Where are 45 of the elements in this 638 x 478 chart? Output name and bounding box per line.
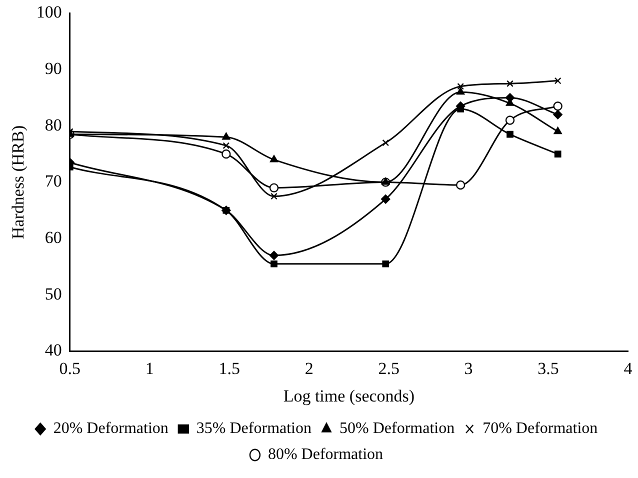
point [505,93,515,102]
x-tick-label: 1.5 [218,358,240,378]
y-tick-label: 70 [44,172,62,191]
point [506,80,514,88]
x-tick-label: 3.5 [538,358,559,378]
x-tick-label: 3 [464,358,473,378]
point [222,149,231,159]
point [553,102,562,111]
y-tick-label: 50 [44,284,62,304]
y-tick-label: 90 [44,59,62,78]
y-tick-label: 40 [44,340,62,360]
point [222,142,230,150]
point [506,130,514,138]
point [554,77,562,84]
point [222,132,230,140]
legend-label: 70% Deformation [482,420,598,438]
x-tick-label: 1 [145,358,154,378]
point [381,194,390,204]
x-tick-label: 0.5 [59,358,81,378]
legend-label: 20% Deformation [53,420,168,438]
point [382,139,390,146]
y-tick-label: 100 [36,2,62,22]
point [456,87,465,95]
point [554,126,562,134]
point [270,192,278,200]
x-tick-label: 2 [304,358,314,378]
y-axis-title: Hardness (HRB) [8,125,28,240]
point [553,110,562,120]
point [270,260,278,268]
point [457,83,464,90]
point [456,180,466,190]
point [269,250,279,260]
point [382,260,390,268]
y-tick-label: 60 [44,228,62,247]
legend-label: 80% Deformation [268,446,384,464]
legend-label: 35% Deformation [196,420,312,438]
y-tick-label: 80 [44,115,62,134]
point [554,150,562,158]
point [505,116,515,125]
point [269,183,279,192]
point [270,155,278,162]
x-tick-label: 2.5 [378,358,400,378]
x-axis-title: Log time (seconds) [283,386,415,406]
x-tick-label: 4 [624,358,633,378]
legend-label: 50% Deformation [340,420,455,438]
